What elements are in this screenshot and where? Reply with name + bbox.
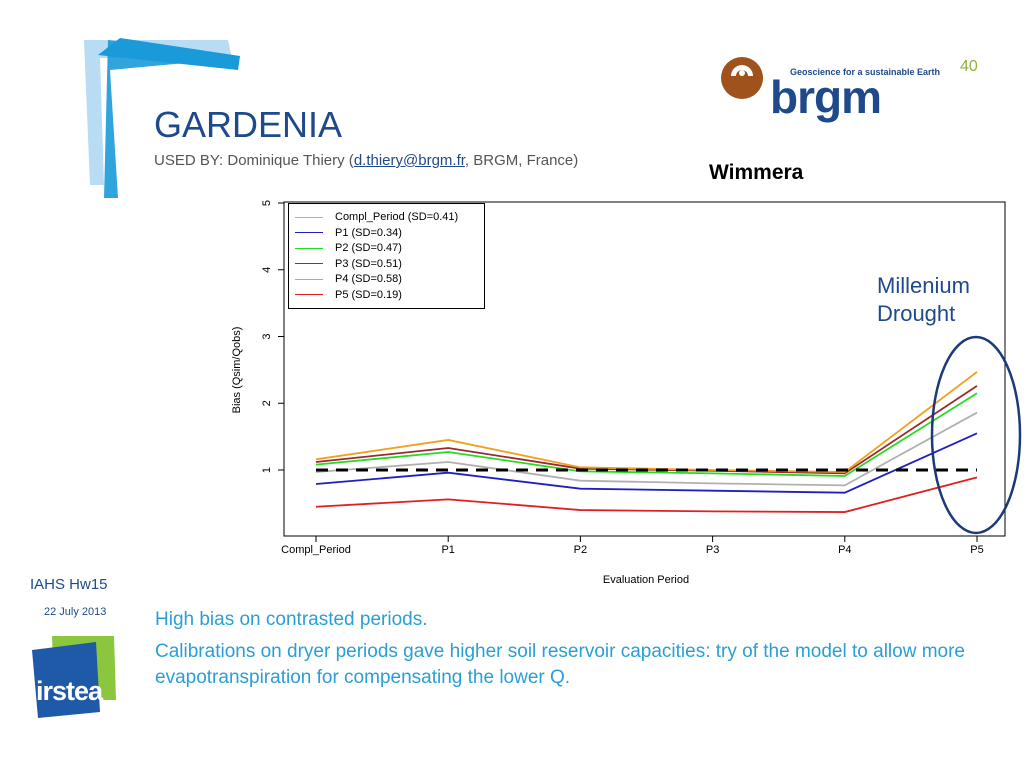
conference-label: IAHS Hw15 [30,576,108,593]
legend-label: P4 (SD=0.58) [335,273,402,285]
bullet-1: High bias on contrasted periods. [155,609,428,630]
legend-label: P1 (SD=0.34) [335,226,402,239]
y-axis: 1 2 3 4 5 [261,200,285,473]
drought-highlight-ellipse [930,335,1022,535]
series-line [315,385,978,475]
legend-swatch [295,232,323,234]
series-line [315,411,978,487]
page-number: 40 [960,58,978,75]
email-link[interactable]: d.thiery@brgm.fr [353,152,465,169]
annotation-line-2: Drought [877,301,956,326]
series-line [315,476,978,513]
legend-entry: P1 (SD=0.34) [295,227,402,239]
y-tick-label: 4 [261,267,273,273]
bias-line-chart: 1 2 3 4 5 Compl_Period P1 P2 P3 P4 P5 Bias (Qsim/… [231,200,1022,586]
brgm-tagline: Geoscience for a sustainable Earth [790,67,941,77]
bullet-2: Calibrations on dryer periods gave highe… [155,641,965,688]
x-axis-label: Evaluation Period [603,574,689,586]
legend-swatch [295,216,323,218]
x-tick-label: Compl_Period [281,544,351,556]
legend-swatch [295,294,323,296]
legend-label: P3 (SD=0.51) [335,257,402,270]
subtitle-suffix: , BRGM, France) [464,152,579,169]
brgm-logo-mark [721,57,763,99]
legend-entry: Compl_Period (SD=0.41) [295,211,458,223]
legend-swatch [295,247,323,249]
x-tick-label: P3 [706,544,719,556]
millenium-drought-annotation: Millenium Drought [877,272,970,328]
y-tick-label: 1 [261,467,273,473]
x-axis: Compl_Period P1 P2 P3 P4 P5 [281,535,984,556]
date-label: 22 July 2013 [44,606,107,618]
annotation-line-1: Millenium [877,273,970,298]
x-tick-label: P1 [441,544,454,556]
bullet-text: High bias on contrasted periods. Calibra… [155,607,975,697]
irstea-logo-text: irstea [36,676,103,706]
y-tick-label: 5 [261,200,273,206]
slide-title: GARDENIA [154,104,343,145]
y-tick-label: 3 [261,333,273,339]
slide-subtitle: USED BY: Dominique Thiery (d.thiery@brgm… [154,152,578,169]
legend-entry: P3 (SD=0.51) [295,258,402,270]
corner-decoration [84,38,240,198]
x-tick-label: P4 [838,544,851,556]
brgm-logo-text: brgm [770,71,882,123]
legend-label: P2 (SD=0.47) [335,242,402,254]
legend-swatch [295,278,323,280]
legend-label: P5 (SD=0.19) [335,288,402,301]
legend-swatch [295,263,323,265]
series-line [315,371,978,473]
irstea-logo-mark [32,636,116,718]
legend-entry: P5 (SD=0.19) [295,289,402,301]
legend-label: Compl_Period (SD=0.41) [335,211,459,223]
legend-entry: P2 (SD=0.47) [295,242,402,254]
series-line [315,432,978,494]
series-layer [315,371,978,513]
chart-legend: Compl_Period (SD=0.41) P1 (SD=0.34) P2 (SD… [288,203,485,309]
y-axis-label: Bias (Qsim/Qobs) [231,327,243,414]
x-tick-label: P5 [970,544,983,556]
subtitle-prefix: USED BY: Dominique Thiery ( [154,152,354,169]
series-line [315,392,978,477]
x-tick-label: P2 [574,544,587,556]
legend-entry: P4 (SD=0.58) [295,273,402,285]
chart-heading: Wimmera [709,161,804,184]
y-tick-label: 2 [261,400,273,406]
